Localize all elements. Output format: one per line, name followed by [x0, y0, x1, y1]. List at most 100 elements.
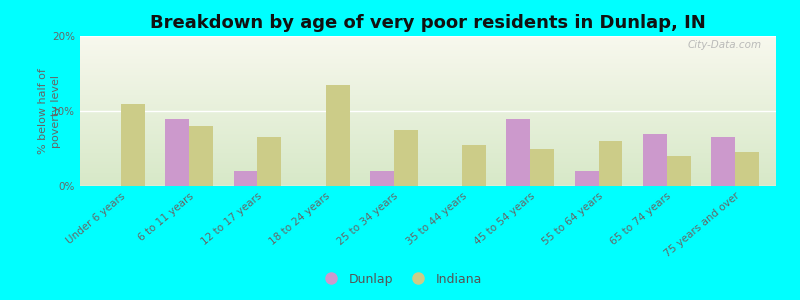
Bar [258, 137, 282, 186]
Bar [80, 144, 776, 146]
Bar [80, 100, 776, 102]
Bar [80, 48, 776, 50]
Bar [80, 152, 776, 153]
Bar [80, 126, 776, 128]
Bar [80, 159, 776, 160]
Bar [80, 112, 776, 114]
Bar [80, 61, 776, 63]
Bar [80, 90, 776, 92]
Bar [711, 137, 735, 186]
Bar [574, 171, 598, 186]
Bar [80, 40, 776, 42]
Bar [80, 176, 776, 177]
Bar [598, 141, 622, 186]
Bar [80, 102, 776, 104]
Bar [80, 117, 776, 118]
Bar [80, 167, 776, 168]
Bar [667, 156, 690, 186]
Bar [80, 85, 776, 87]
Bar [80, 118, 776, 120]
Text: City-Data.com: City-Data.com [688, 40, 762, 50]
Bar [80, 69, 776, 70]
Bar [80, 122, 776, 123]
Bar [80, 58, 776, 60]
Bar [80, 132, 776, 134]
Bar [530, 148, 554, 186]
Bar [80, 68, 776, 69]
Bar [80, 66, 776, 68]
Bar [80, 54, 776, 56]
Bar [80, 110, 776, 111]
Bar [80, 80, 776, 81]
Bar [80, 146, 776, 147]
Bar [80, 141, 776, 142]
Bar [80, 78, 776, 80]
Bar [80, 156, 776, 158]
Bar [80, 182, 776, 183]
Bar [80, 162, 776, 164]
Bar [506, 118, 530, 186]
Bar [80, 56, 776, 57]
Bar [370, 171, 394, 186]
Title: Breakdown by age of very poor residents in Dunlap, IN: Breakdown by age of very poor residents … [150, 14, 706, 32]
Bar [80, 50, 776, 51]
Bar [80, 142, 776, 144]
Bar [326, 85, 350, 186]
Bar [80, 114, 776, 116]
Bar [80, 99, 776, 100]
Bar [80, 46, 776, 48]
Bar [80, 178, 776, 180]
Bar [80, 171, 776, 172]
Bar [80, 39, 776, 40]
Bar [80, 76, 776, 78]
Bar [80, 75, 776, 76]
Bar [80, 147, 776, 148]
Bar [80, 36, 776, 38]
Bar [462, 145, 486, 186]
Bar [394, 130, 418, 186]
Bar [80, 105, 776, 106]
Bar [80, 160, 776, 162]
Bar [121, 103, 145, 186]
Bar [189, 126, 213, 186]
Bar [80, 184, 776, 186]
Bar [80, 98, 776, 99]
Bar [80, 150, 776, 152]
Bar [80, 92, 776, 93]
Bar [80, 72, 776, 74]
Bar [80, 120, 776, 122]
Bar [80, 70, 776, 72]
Bar [80, 52, 776, 54]
Bar [80, 174, 776, 176]
Bar [80, 140, 776, 141]
Bar [80, 128, 776, 129]
Bar [80, 44, 776, 45]
Bar [80, 180, 776, 182]
Bar [80, 116, 776, 117]
Bar [80, 108, 776, 110]
Bar [80, 51, 776, 52]
Bar [80, 88, 776, 90]
Bar [80, 57, 776, 58]
Bar [80, 154, 776, 156]
Bar [80, 84, 776, 86]
Bar [80, 106, 776, 108]
Bar [80, 103, 776, 105]
Bar [80, 135, 776, 136]
Bar [80, 38, 776, 39]
Bar [80, 168, 776, 170]
Bar [80, 63, 776, 64]
Bar [234, 171, 258, 186]
Bar [80, 164, 776, 165]
Bar [80, 172, 776, 174]
Bar [80, 42, 776, 44]
Bar [80, 165, 776, 166]
Y-axis label: % below half of
poverty level: % below half of poverty level [38, 68, 61, 154]
Legend: Dunlap, Indiana: Dunlap, Indiana [314, 268, 486, 291]
Bar [80, 130, 776, 132]
Bar [643, 134, 667, 186]
Bar [80, 96, 776, 98]
Bar [80, 153, 776, 154]
Bar [80, 177, 776, 178]
Bar [80, 138, 776, 140]
